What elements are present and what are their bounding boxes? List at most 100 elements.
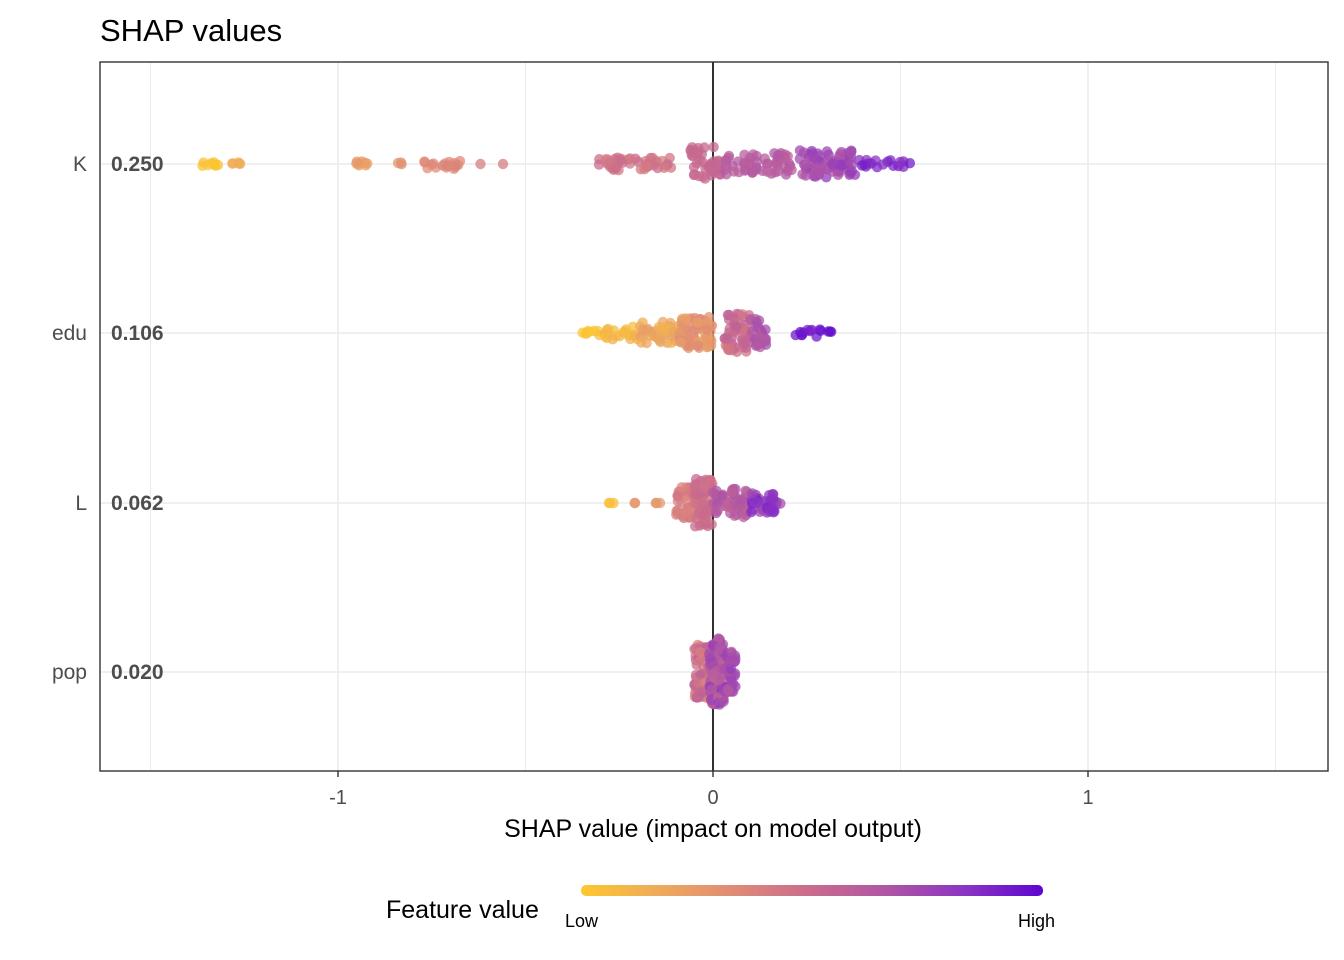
data-point [645,152,656,164]
data-point [694,154,706,166]
x-tick-label: -1 [329,787,347,809]
data-points [197,141,916,710]
data-point [651,497,662,509]
data-point [761,166,773,177]
data-point [676,482,687,493]
data-point [351,156,362,167]
y-axis-label-pop: pop [52,661,87,684]
data-point [675,337,686,348]
data-point [419,156,430,167]
data-point [635,164,646,175]
data-point [362,158,373,169]
x-axis-title: SHAP value (impact on model output) [504,815,922,843]
data-point [227,158,238,169]
data-point [690,479,701,490]
data-point [724,656,735,667]
data-point [692,340,704,352]
data-point [760,324,771,335]
data-point [721,501,733,512]
data-point [904,158,916,169]
data-point [681,505,693,516]
data-point [688,328,699,339]
data-point [832,169,844,180]
data-point [720,154,732,166]
data-point [704,648,715,660]
data-point [768,507,779,518]
data-point [695,669,706,680]
data-point [692,317,703,328]
data-point [769,148,780,159]
y-axis-labels: K 0.250 edu 0.106 L 0.062 pop 0.020 [52,153,164,684]
data-point [235,158,246,169]
feature-points-pop [689,633,741,710]
data-point [685,146,697,157]
data-point [796,329,807,341]
data-point [737,309,748,320]
data-point [621,329,632,340]
data-point [717,490,728,501]
data-point [856,160,868,171]
y-axis-label-edu: edu [52,322,87,345]
legend: Feature value Low High [386,885,1055,931]
data-point [702,504,713,515]
data-point [475,158,486,170]
data-point [582,325,594,337]
data-point [786,164,797,176]
data-point [823,326,834,337]
data-point [731,321,742,333]
data-point [713,156,724,167]
data-point [693,677,704,689]
data-point [610,163,622,174]
data-point [767,494,779,505]
mean-abs-shap-label-L: 0.062 [111,492,164,515]
data-point [607,334,618,345]
data-point [846,159,858,171]
data-point [601,324,612,336]
legend-color-bar [581,885,1043,896]
data-point [746,506,757,518]
data-point [813,168,824,179]
data-point [708,141,719,153]
data-point [877,159,889,170]
data-point [672,490,683,501]
data-point [695,647,706,658]
data-point [809,153,820,164]
chart-title: SHAP values [100,13,282,48]
feature-points-L [603,473,786,532]
legend-low-label: Low [565,911,599,931]
data-point [705,333,716,344]
data-point [624,153,636,164]
data-point [706,684,717,696]
data-point [705,474,716,486]
feature-points-edu [577,308,837,357]
x-tick-label: 0 [707,787,718,809]
data-point [655,336,666,348]
data-point [691,659,702,670]
data-point [721,169,732,180]
data-point [719,333,731,344]
data-point [794,145,806,156]
data-point [799,159,811,170]
data-point [722,684,733,695]
data-point [706,170,717,181]
legend-high-label: High [1018,911,1055,931]
data-point [603,497,615,509]
data-point [699,482,710,493]
data-point [202,159,214,171]
data-point [751,497,762,508]
mean-abs-shap-label-edu: 0.106 [111,322,164,345]
data-point [707,669,719,680]
feature-points-K [197,141,916,184]
data-point [835,148,846,160]
data-point [845,168,856,179]
data-point [641,337,652,349]
data-point [711,505,722,517]
data-point [714,642,725,653]
legend-title: Feature value [386,896,539,924]
data-point [637,324,648,336]
data-point [747,167,758,178]
data-point [396,159,407,170]
data-point [845,147,856,158]
y-axis-label-L: L [75,492,87,515]
